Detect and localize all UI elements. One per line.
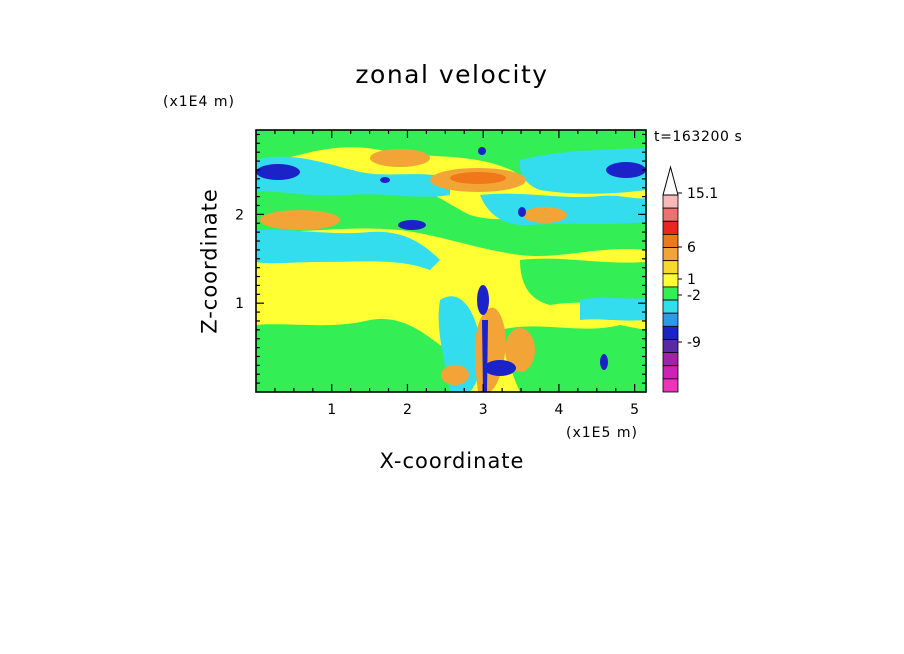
colorbar-label: 15.1 <box>687 186 718 202</box>
x-tick-label: 3 <box>479 402 488 418</box>
colorbar-swatch <box>662 233 679 248</box>
colorbar-label: 1 <box>687 272 696 288</box>
x-tick-label: 2 <box>403 402 412 418</box>
x-axis-title: X-coordinate <box>379 449 525 473</box>
contour-region <box>398 220 426 230</box>
contour-region <box>520 258 646 305</box>
colorbar-swatch <box>662 325 679 340</box>
contour-region <box>480 193 646 226</box>
colorbar-swatch <box>662 220 679 235</box>
colorbar-swatch <box>662 260 679 275</box>
contour-region <box>256 164 300 180</box>
colorbar-swatch <box>662 339 679 354</box>
colorbar-swatch <box>662 247 679 262</box>
colorbar: 15.1 6 1-2 -9 <box>662 165 718 393</box>
time-label: t=163200 s <box>654 129 743 145</box>
colorbar-swatch <box>662 352 679 367</box>
contour-region <box>478 147 486 155</box>
contour-region <box>370 149 430 167</box>
colorbar-swatch <box>662 207 679 222</box>
contour-region <box>580 297 646 321</box>
y-tick-label: 2 <box>235 207 244 223</box>
contour-region <box>523 207 567 223</box>
y-axis-unit: (x1E4 m) <box>163 94 235 110</box>
colorbar-swatch <box>662 194 679 209</box>
contour-region <box>505 328 535 372</box>
y-tick-label: 1 <box>235 296 244 312</box>
contour-region <box>500 325 646 392</box>
x-tick-label: 5 <box>630 402 639 418</box>
colorbar-swatch <box>662 299 679 314</box>
contour-region <box>256 229 440 270</box>
colorbar-swatch <box>662 273 679 288</box>
colorbar-label: -9 <box>687 335 701 351</box>
contour-region <box>441 365 469 385</box>
contour-region <box>518 207 526 217</box>
colorbar-label: 6 <box>687 240 696 256</box>
colorbar-swatch <box>662 286 679 301</box>
contour-region <box>260 210 340 230</box>
contour-region <box>380 177 390 183</box>
contour-region <box>450 172 506 184</box>
x-tick-label: 4 <box>554 402 563 418</box>
colorbar-extend-arrow <box>662 165 679 196</box>
contour-region <box>600 354 608 370</box>
contour-region <box>256 319 474 392</box>
colorbar-swatch <box>662 312 679 327</box>
colorbar-label: -2 <box>687 288 701 304</box>
contour-region <box>482 320 488 392</box>
chart-title: zonal velocity <box>355 60 549 89</box>
contour-region <box>606 162 646 178</box>
axes: 1 2 3 4 5 1 2 <box>235 130 646 418</box>
contour-field <box>256 130 646 392</box>
x-axis-unit: (x1E5 m) <box>566 425 638 441</box>
colorbar-swatch <box>662 365 679 380</box>
plot-frame <box>255 129 647 393</box>
contour-region <box>519 148 646 194</box>
x-tick-label: 1 <box>327 402 336 418</box>
contour-region <box>256 156 450 197</box>
contour-region <box>477 285 489 315</box>
colorbar-swatch <box>662 378 679 393</box>
contour-region <box>484 360 516 376</box>
